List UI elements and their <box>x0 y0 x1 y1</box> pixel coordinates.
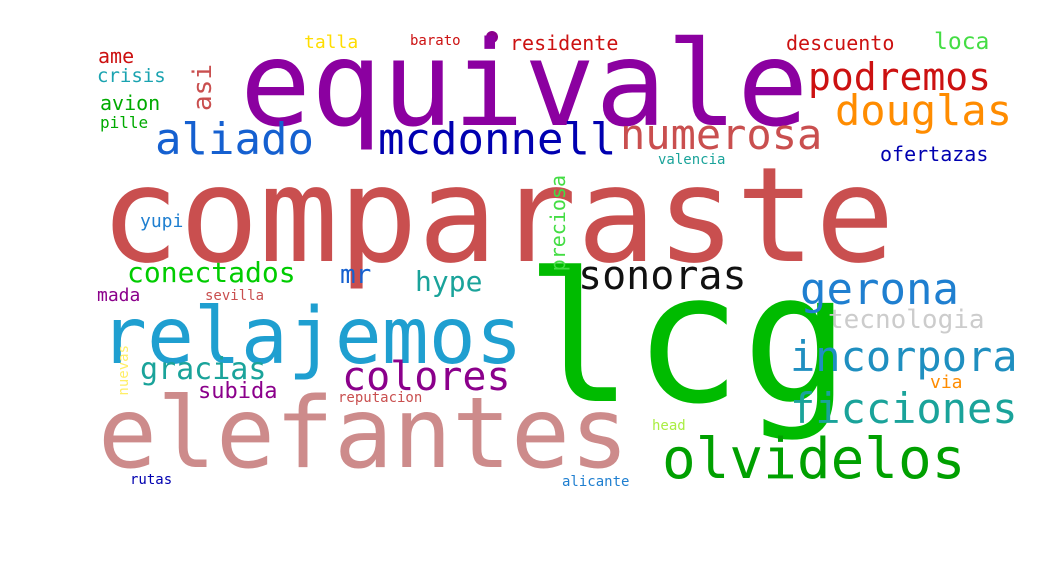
word-comparaste: comparaste <box>100 139 895 293</box>
word-conectados: conectados <box>127 256 296 289</box>
word-incorpora: incorpora <box>790 332 1018 381</box>
word-reputacion: reputacion <box>338 390 423 406</box>
word-numerosa: numerosa <box>620 110 823 159</box>
word-sevilla: sevilla <box>205 288 265 304</box>
word-preciosa: preciosa <box>546 175 570 272</box>
word-mcdonnell: mcdonnell <box>378 114 617 165</box>
word-yupi: yupi <box>140 211 184 232</box>
word-ficciones: ficciones <box>790 384 1018 433</box>
word-pille: pille <box>100 113 149 132</box>
word-ame: ame <box>98 44 135 68</box>
word-alicante: alicante <box>562 474 630 490</box>
word-head: head <box>652 418 686 434</box>
word-descuento: descuento <box>786 31 895 55</box>
word-rutas: rutas <box>130 472 173 488</box>
word-via: via <box>930 372 963 393</box>
word-nuevas: nuevas <box>116 345 132 396</box>
word-talla: talla <box>304 32 359 53</box>
word-hype: hype <box>415 265 483 298</box>
word-asi: asi <box>188 64 218 111</box>
word-mada: mada <box>97 285 141 306</box>
word-podremos: podremos <box>808 55 992 99</box>
word-valencia: valencia <box>658 152 726 168</box>
word-loca: loca <box>934 29 990 55</box>
word-barato: barato <box>410 33 461 49</box>
word-gerona: gerona <box>800 264 959 315</box>
word-elefantes: elefantes <box>98 377 630 491</box>
word-mr: mr <box>340 260 372 290</box>
word-crisis: crisis <box>97 65 166 87</box>
word-olvidelos: olvidelos <box>662 427 966 492</box>
word-lcg: lcg <box>525 235 851 444</box>
word-aliado: aliado <box>155 114 314 165</box>
word-subida: subida <box>198 379 278 404</box>
dot-mark <box>486 31 498 43</box>
word-gracias: gracias <box>140 352 267 387</box>
word-avion: avion <box>100 91 161 115</box>
word-residente: residente <box>510 31 619 55</box>
word-equivale: equivale <box>240 15 809 153</box>
word-sonoras: sonoras <box>578 253 747 299</box>
word-douglas: douglas <box>835 86 1013 135</box>
word-ofertazas: ofertazas <box>880 142 989 166</box>
word-colores: colores <box>342 354 511 400</box>
word-tecnologia: tecnologia <box>828 305 985 335</box>
word-relajemos: relajemos <box>100 292 523 382</box>
